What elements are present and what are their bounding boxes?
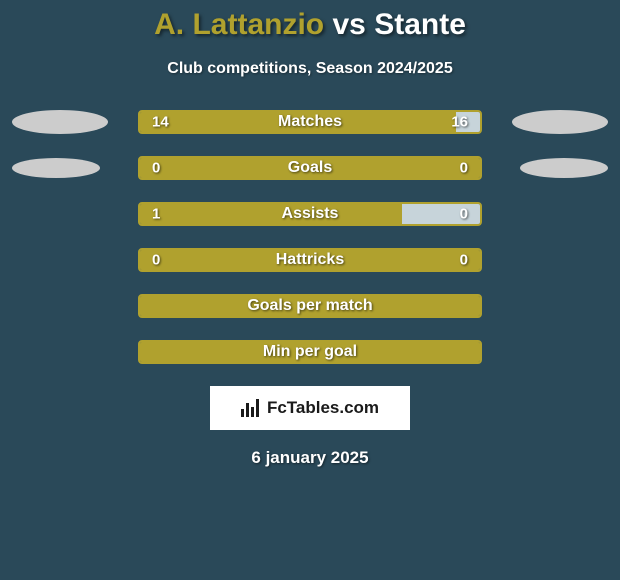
subtitle: Club competitions, Season 2024/2025 bbox=[0, 60, 620, 78]
player1-bar-fill bbox=[140, 112, 456, 132]
stat-row: 00Hattricks bbox=[0, 248, 620, 272]
fctables-logo: FcTables.com bbox=[210, 386, 410, 430]
player1-value: 14 bbox=[152, 114, 169, 131]
stat-bar bbox=[138, 202, 482, 226]
stats-chart: 1416Matches00Goals10Assists00HattricksGo… bbox=[0, 110, 620, 364]
player1-bar-fill bbox=[140, 342, 480, 362]
player1-value: 1 bbox=[152, 206, 160, 223]
bar-icon bbox=[241, 399, 261, 417]
stat-row: Min per goal bbox=[0, 340, 620, 364]
player1-ellipse bbox=[12, 110, 108, 134]
stat-bar bbox=[138, 294, 482, 318]
comparison-title: A. Lattanzio vs Stante bbox=[0, 0, 620, 42]
stat-row: 1416Matches bbox=[0, 110, 620, 134]
player1-value: 0 bbox=[152, 160, 160, 177]
stat-row: 00Goals bbox=[0, 156, 620, 180]
stat-bar bbox=[138, 156, 482, 180]
player1-bar-fill bbox=[140, 204, 402, 224]
stat-bar bbox=[138, 248, 482, 272]
stat-row: 10Assists bbox=[0, 202, 620, 226]
player1-bar-fill bbox=[140, 296, 480, 316]
player1-ellipse bbox=[12, 158, 100, 178]
logo-text: FcTables.com bbox=[267, 398, 379, 418]
player2-name: Stante bbox=[374, 8, 466, 41]
player2-value: 0 bbox=[460, 252, 468, 269]
stat-row: Goals per match bbox=[0, 294, 620, 318]
player1-name: A. Lattanzio bbox=[154, 8, 324, 41]
stat-bar bbox=[138, 340, 482, 364]
player2-value: 16 bbox=[451, 114, 468, 131]
player2-value: 0 bbox=[460, 206, 468, 223]
player2-bar-fill bbox=[402, 204, 480, 224]
player1-value: 0 bbox=[152, 252, 160, 269]
player1-bar-fill bbox=[140, 250, 480, 270]
stat-bar bbox=[138, 110, 482, 134]
player2-value: 0 bbox=[460, 160, 468, 177]
player1-bar-fill bbox=[140, 158, 480, 178]
vs-text: vs bbox=[332, 8, 365, 41]
player2-ellipse bbox=[512, 110, 608, 134]
date-text: 6 january 2025 bbox=[0, 448, 620, 468]
player2-ellipse bbox=[520, 158, 608, 178]
